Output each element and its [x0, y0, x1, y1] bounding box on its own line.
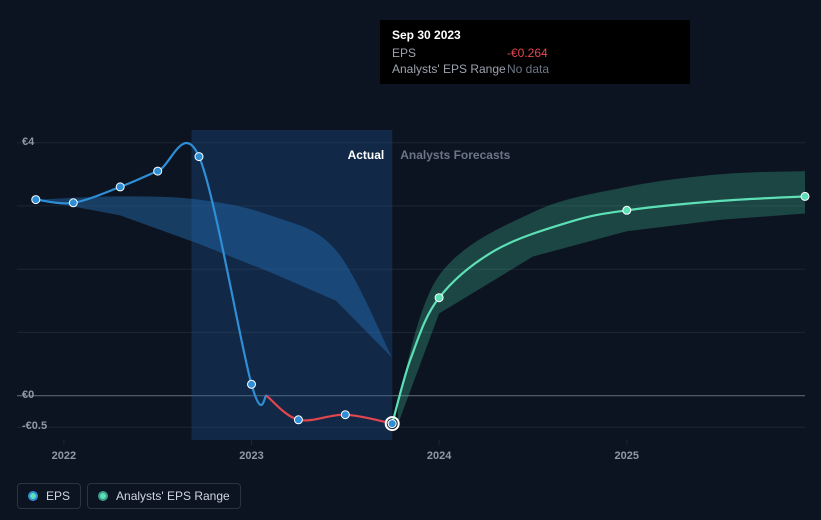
legend-swatch-icon [28, 491, 38, 501]
tooltip-row-value: -€0.264 [507, 46, 548, 60]
chart-tooltip: Sep 30 2023 EPS-€0.264Analysts' EPS Rang… [380, 20, 690, 84]
chart-legend: EPS Analysts' EPS Range [17, 483, 241, 509]
tooltip-row-label: Analysts' EPS Range [392, 62, 507, 76]
actual-period-shade [192, 130, 393, 440]
tooltip-row-label: EPS [392, 46, 507, 60]
section-label-forecast: Analysts Forecasts [400, 148, 510, 162]
eps-chart: Sep 30 2023 EPS-€0.264Analysts' EPS Rang… [0, 0, 821, 520]
x-axis-label: 2025 [615, 450, 639, 462]
tooltip-row-value: No data [507, 62, 549, 76]
eps-point[interactable] [69, 199, 77, 207]
forecast-point[interactable] [801, 192, 809, 200]
tooltip-row: EPS-€0.264 [392, 46, 678, 60]
legend-item[interactable]: EPS [17, 483, 81, 509]
tooltip-row: Analysts' EPS RangeNo data [392, 62, 678, 76]
legend-item[interactable]: Analysts' EPS Range [87, 483, 241, 509]
x-axis-label: 2022 [52, 450, 76, 462]
eps-point[interactable] [341, 411, 349, 419]
y-axis-label: €4 [22, 136, 34, 148]
section-label-actual: Actual [348, 148, 385, 162]
eps-point[interactable] [116, 183, 124, 191]
y-axis-label: -€0.5 [22, 420, 47, 432]
forecast-point[interactable] [623, 206, 631, 214]
tooltip-date: Sep 30 2023 [392, 28, 678, 42]
eps-point[interactable] [154, 167, 162, 175]
eps-point[interactable] [32, 196, 40, 204]
y-axis-label: €0 [22, 389, 34, 401]
legend-label: EPS [46, 489, 70, 503]
forecast-point[interactable] [435, 294, 443, 302]
eps-point[interactable] [195, 153, 203, 161]
eps-point[interactable] [294, 416, 302, 424]
x-axis-label: 2023 [239, 450, 263, 462]
eps-point[interactable] [248, 380, 256, 388]
legend-swatch-icon [98, 491, 108, 501]
legend-label: Analysts' EPS Range [116, 489, 230, 503]
eps-point[interactable] [388, 420, 396, 428]
x-axis-label: 2024 [427, 450, 451, 462]
forecast-band [398, 171, 805, 424]
